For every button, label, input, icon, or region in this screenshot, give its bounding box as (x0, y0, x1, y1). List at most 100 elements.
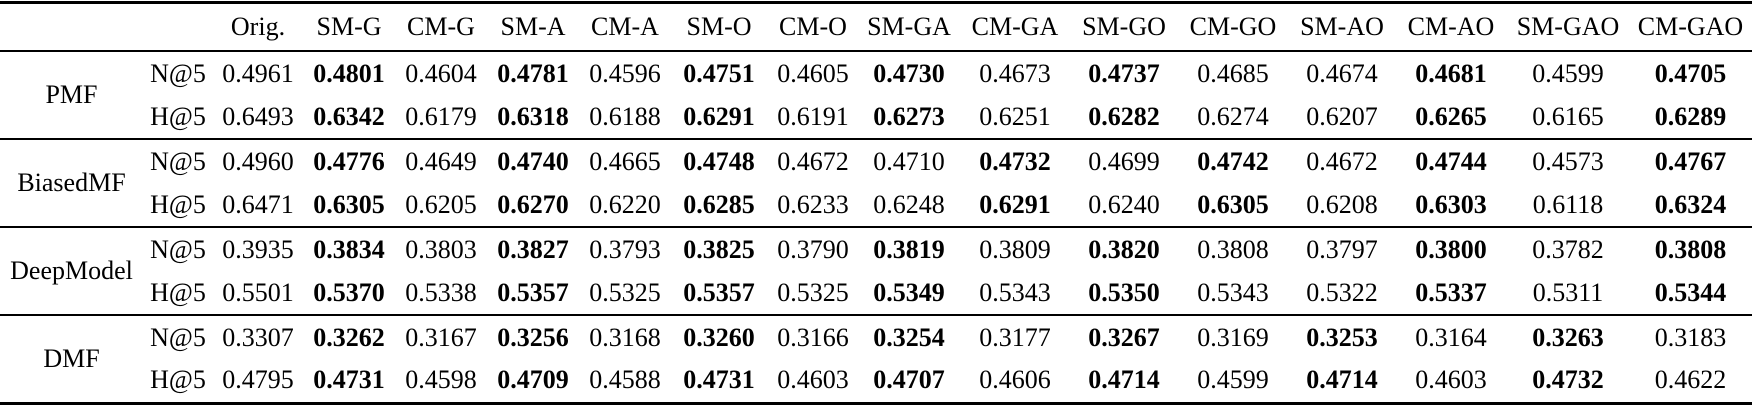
value-cell: 0.6291 (959, 183, 1071, 228)
value-cell: 0.6289 (1629, 95, 1752, 140)
value-cell: 0.4751 (683, 58, 755, 88)
value-cell: 0.6291 (671, 95, 767, 140)
column-header-sm-go: SM-GO (1071, 2, 1177, 52)
value-cell: 0.3169 (1197, 322, 1269, 352)
model-label: DMF (43, 343, 100, 373)
value-cell: 0.4685 (1197, 58, 1269, 88)
model-group-biasedmf: BiasedMF N@5 0.4960 0.4776 0.4649 0.4740 0.466… (0, 139, 1752, 228)
value-cell: 0.4599 (1197, 365, 1269, 395)
column-header-sm-g: SM-G (303, 2, 395, 52)
value-cell: 0.4596 (589, 58, 661, 88)
value-cell: 0.3793 (589, 234, 661, 264)
value-cell: 0.4606 (979, 365, 1051, 395)
value-cell: 0.4714 (1088, 365, 1160, 395)
table-header: Orig. SM-G CM-G SM-A CM-A SM-O CM-O SM-GA CM-GA S… (0, 2, 1752, 52)
table-row: DeepModel N@5 0.3935 0.3834 0.3803 0.3827 0.37… (0, 227, 1752, 286)
value-cell: 0.6191 (767, 95, 859, 140)
value-cell: 0.3263 (1532, 322, 1604, 352)
value-cell: 0.3825 (683, 234, 755, 264)
value-cell: 0.4705 (1654, 58, 1727, 88)
column-header-cm-a: CM-A (579, 2, 671, 52)
value-cell: 0.4961 (222, 58, 294, 88)
value-cell: 0.4795 (222, 365, 294, 395)
value-cell: 0.5311 (1507, 271, 1629, 316)
value-cell: 0.4748 (683, 146, 755, 176)
column-header-sm-ao: SM-AO (1289, 2, 1395, 52)
metric-label: H@5 (143, 183, 213, 228)
value-cell: 0.5501 (213, 271, 303, 316)
table-row: PMF N@5 0.4961 0.4801 0.4604 0.4781 0.4596 0.47… (0, 51, 1752, 110)
value-cell: 0.5337 (1395, 271, 1507, 316)
value-cell: 0.4740 (497, 146, 569, 176)
value-cell: 0.4603 (1415, 365, 1487, 395)
column-header-cm-gao: CM-GAO (1629, 2, 1752, 52)
value-cell: 0.6493 (213, 95, 303, 140)
column-header-sm-o: SM-O (671, 2, 767, 52)
value-cell: 0.3260 (683, 322, 755, 352)
value-cell: 0.6274 (1177, 95, 1289, 140)
value-cell: 0.4673 (979, 58, 1051, 88)
value-cell: 0.3808 (1197, 234, 1269, 264)
column-header-cm-o: CM-O (767, 2, 859, 52)
value-cell: 0.3183 (1654, 322, 1727, 352)
value-cell: 0.6318 (487, 95, 579, 140)
value-cell: 0.3256 (497, 322, 569, 352)
value-cell: 0.3168 (589, 322, 661, 352)
table-row: BiasedMF N@5 0.4960 0.4776 0.4649 0.4740 0.466… (0, 139, 1752, 198)
value-cell: 0.4665 (589, 146, 661, 176)
value-cell: 0.5343 (959, 271, 1071, 316)
value-cell: 0.4622 (1654, 365, 1727, 395)
value-cell: 0.6233 (767, 183, 859, 228)
value-cell: 0.6270 (487, 183, 579, 228)
value-cell: 0.4714 (1306, 365, 1378, 395)
value-cell: 0.3809 (979, 234, 1051, 264)
value-cell: 0.6165 (1507, 95, 1629, 140)
value-cell: 0.3797 (1306, 234, 1378, 264)
value-cell: 0.4732 (1532, 365, 1604, 395)
value-cell: 0.4649 (405, 146, 477, 176)
value-cell: 0.6285 (671, 183, 767, 228)
value-cell: 0.6118 (1507, 183, 1629, 228)
model-label: DeepModel (10, 256, 133, 285)
value-cell: 0.3935 (222, 234, 294, 264)
value-cell: 0.6207 (1289, 95, 1395, 140)
value-cell: 0.4599 (1532, 58, 1604, 88)
value-cell: 0.6342 (303, 95, 395, 140)
value-cell: 0.4699 (1088, 146, 1160, 176)
value-cell: 0.5322 (1289, 271, 1395, 316)
value-cell: 0.4707 (873, 365, 945, 395)
value-cell: 0.3164 (1415, 322, 1487, 352)
value-cell: 0.6305 (303, 183, 395, 228)
value-cell: 0.4710 (873, 146, 945, 176)
metric-label: N@5 (150, 234, 206, 264)
value-cell: 0.6208 (1289, 183, 1395, 228)
column-header-cm-ga: CM-GA (959, 2, 1071, 52)
value-cell: 0.3782 (1532, 234, 1604, 264)
model-label: PMF (45, 80, 98, 109)
column-header-cm-g: CM-G (395, 2, 487, 52)
value-cell: 0.4598 (405, 365, 477, 395)
value-cell: 0.3819 (873, 234, 945, 264)
header-row: Orig. SM-G CM-G SM-A CM-A SM-O CM-O SM-GA CM-GA S… (0, 2, 1752, 52)
column-header-sm-a: SM-A (487, 2, 579, 52)
table-row: H@5 0.5501 0.5370 0.5338 0.5357 0.5325 0.5357 0… (0, 271, 1752, 316)
table-row: DMF N@5 0.3307 0.3262 0.3167 0.3256 0.3168 0.32… (0, 315, 1752, 373)
value-cell: 0.6305 (1177, 183, 1289, 228)
model-group-deepmodel: DeepModel N@5 0.3935 0.3834 0.3803 0.3827 0.37… (0, 227, 1752, 316)
metric-label: N@5 (150, 58, 206, 88)
value-cell: 0.3166 (777, 322, 849, 352)
value-cell: 0.5325 (579, 271, 671, 316)
value-cell: 0.5343 (1177, 271, 1289, 316)
value-cell: 0.4767 (1654, 146, 1727, 176)
value-cell: 0.3820 (1088, 234, 1160, 264)
value-cell: 0.4781 (497, 58, 569, 88)
value-cell: 0.6248 (859, 183, 959, 228)
value-cell: 0.4730 (873, 58, 945, 88)
value-cell: 0.4744 (1415, 146, 1487, 176)
value-cell: 0.6179 (395, 95, 487, 140)
value-cell: 0.3167 (405, 322, 477, 352)
value-cell: 0.6273 (859, 95, 959, 140)
value-cell: 0.4588 (589, 365, 661, 395)
